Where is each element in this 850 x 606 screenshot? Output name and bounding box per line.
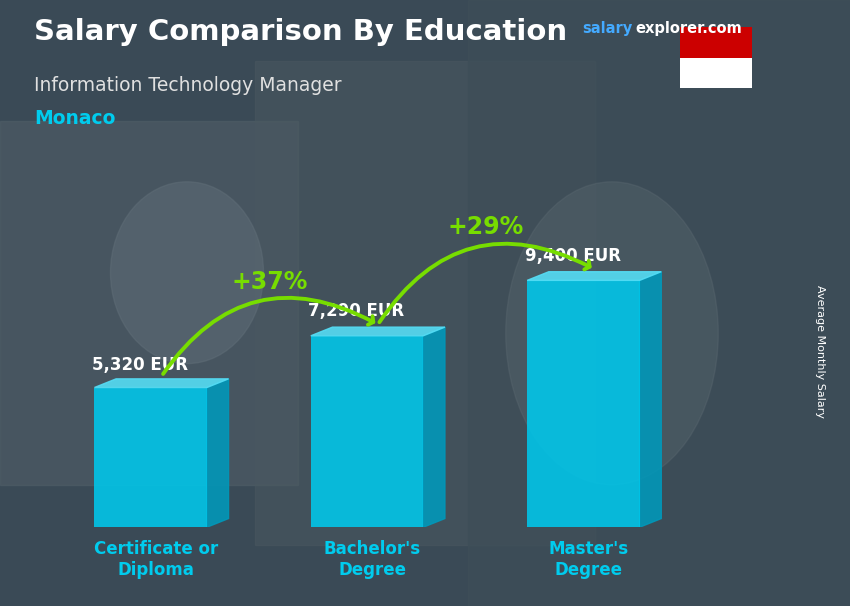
Text: Certificate or
Diploma: Certificate or Diploma bbox=[94, 541, 218, 579]
Polygon shape bbox=[640, 271, 661, 527]
Polygon shape bbox=[207, 379, 229, 527]
Ellipse shape bbox=[110, 182, 264, 364]
Polygon shape bbox=[423, 327, 445, 527]
Bar bbox=[94, 387, 207, 527]
Text: salary: salary bbox=[582, 21, 632, 36]
Text: Master's
Degree: Master's Degree bbox=[549, 541, 629, 579]
Text: Monaco: Monaco bbox=[34, 109, 116, 128]
Bar bbox=[527, 281, 640, 527]
Bar bbox=[468, 0, 850, 606]
Text: explorer.com: explorer.com bbox=[636, 21, 743, 36]
Text: Bachelor's
Degree: Bachelor's Degree bbox=[324, 541, 421, 579]
Ellipse shape bbox=[506, 182, 718, 485]
Text: Information Technology Manager: Information Technology Manager bbox=[34, 76, 342, 95]
Bar bbox=[255, 61, 595, 545]
Bar bbox=[311, 336, 423, 527]
Text: 5,320 EUR: 5,320 EUR bbox=[92, 356, 188, 375]
Text: +37%: +37% bbox=[231, 270, 308, 295]
Text: Salary Comparison By Education: Salary Comparison By Education bbox=[34, 18, 567, 46]
Polygon shape bbox=[311, 327, 445, 336]
Polygon shape bbox=[94, 379, 229, 387]
Bar bbox=[680, 58, 752, 88]
Text: 7,290 EUR: 7,290 EUR bbox=[309, 302, 405, 320]
Polygon shape bbox=[527, 271, 661, 281]
Bar bbox=[680, 27, 752, 58]
Text: +29%: +29% bbox=[448, 215, 524, 239]
Text: Average Monthly Salary: Average Monthly Salary bbox=[815, 285, 825, 418]
Text: 9,400 EUR: 9,400 EUR bbox=[524, 247, 620, 265]
Bar bbox=[0, 121, 298, 485]
